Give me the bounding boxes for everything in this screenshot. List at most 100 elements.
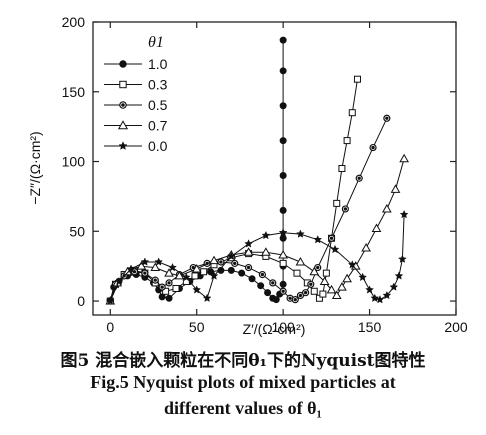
data-point [150,262,161,272]
data-point [279,287,287,295]
data-point [331,290,342,299]
data-point [383,114,391,122]
data-point [279,137,287,145]
data-point [337,282,347,291]
data-point [293,269,301,277]
data-point [272,296,280,304]
y-tick-label: 50 [69,223,85,239]
data-point [119,101,127,109]
data-point [244,263,253,272]
data-point [136,261,147,270]
legend-label: 0.7 [148,118,168,134]
data-point [114,276,124,286]
data-point [244,239,254,248]
y-tick-label: 100 [62,154,86,170]
data-point [353,75,361,83]
data-point [278,228,288,237]
series-0-0 [105,209,409,305]
data-point [342,273,352,283]
data-point [381,203,392,213]
data-point [279,206,287,214]
data-point [207,268,215,276]
data-point [226,251,236,261]
data-point [279,171,287,179]
x-tick-label: 150 [358,319,382,335]
legend-label: 0.0 [148,138,168,154]
y-tick-label: 150 [62,84,86,100]
data-point [227,266,235,274]
data-point [397,254,407,263]
data-point [217,258,225,266]
data-point [181,272,191,282]
data-point [361,243,371,252]
data-point [279,67,287,75]
data-point [296,291,305,300]
legend-entry: 0.0 [104,138,168,154]
legend-entry: 0.7 [104,118,168,134]
data-point [269,279,277,287]
data-point [158,283,166,291]
data-point [165,294,173,302]
data-point [279,234,287,242]
y-tick-label: 0 [77,293,85,309]
data-point [140,257,150,266]
data-point [260,247,271,256]
data-point [355,174,363,182]
legend-entry: 0.5 [104,97,168,113]
data-point [279,280,287,288]
data-point [369,143,377,152]
figure-caption-english-line1: Fig.5 Nyquist plots of mixed particles a… [90,372,396,392]
data-point [370,293,380,303]
nyquist-chart: 0 50 100 150 200 0 50 100 150 200 1.0 0.3 0.5 0.7 0.0… [27,14,468,337]
data-point [382,290,392,300]
x-axis-label: Z′/(Ω·cm²) [243,321,306,337]
data-point [347,260,357,269]
figure-caption-english-line2: different values of θ₁ [164,398,322,418]
data-point [348,109,356,117]
series-line [109,118,388,302]
data-point [154,257,164,266]
data-point [307,280,315,288]
data-point [291,296,299,304]
data-point [191,272,199,280]
data-point [333,199,341,207]
data-point [319,276,330,286]
data-point [126,264,136,273]
data-point [394,271,404,280]
data-point [314,263,322,272]
data-point [295,229,305,238]
data-point [162,287,170,295]
data-point [261,230,271,240]
legend-label: 0.3 [148,77,168,93]
figure-caption-chinese: 图5 混合嵌入颗粒在不同θ₁下的Nyquist图特性 [60,351,426,371]
data-point [168,262,177,272]
data-point [295,256,306,266]
data-point [164,268,174,277]
data-point [279,36,287,44]
legend-title: θ1 [148,34,164,51]
data-point [326,284,337,294]
data-point [365,285,375,294]
data-point [399,153,410,163]
data-point [389,282,399,291]
data-point [248,275,256,283]
plot-frame [92,21,457,316]
data-point [231,259,239,267]
data-point [174,270,185,280]
legend-entry: 1.0 [104,56,168,72]
data-point [375,295,385,304]
data-point [105,296,115,305]
series-layer [105,36,410,305]
data-point [279,102,287,110]
legend-label: 1.0 [148,56,168,72]
data-point [322,269,330,277]
data-point [302,289,310,297]
data-point [338,165,346,172]
data-point [343,137,351,145]
data-point [310,287,318,295]
data-point [117,120,129,130]
series-line [109,79,358,302]
data-point [319,290,327,298]
data-point [209,255,219,265]
data-point [390,184,401,193]
